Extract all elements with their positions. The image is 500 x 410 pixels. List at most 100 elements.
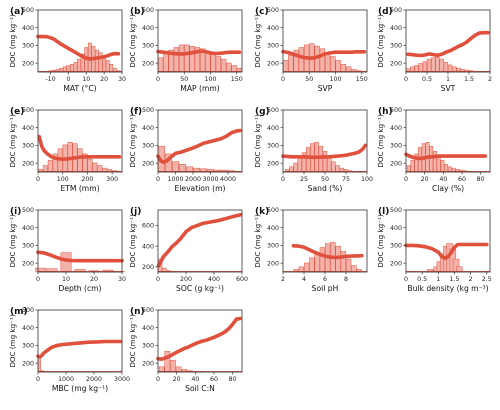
y-tick-label: 300 bbox=[267, 143, 279, 150]
y-tick-label: 200 bbox=[22, 60, 34, 67]
pdp-line bbox=[281, 143, 368, 160]
y-tick-label: 300 bbox=[142, 143, 154, 150]
hist-bar bbox=[37, 357, 41, 373]
pdp-line bbox=[37, 134, 122, 161]
x-tick-label: 400 bbox=[208, 276, 220, 283]
x-tick-label: 2000 bbox=[185, 176, 201, 183]
x-tick-label: 20 bbox=[90, 276, 98, 283]
hist-bar bbox=[418, 63, 423, 73]
hist-bar bbox=[324, 52, 331, 73]
x-axis-label: Elevation (m) bbox=[174, 184, 225, 193]
hist-bar bbox=[70, 64, 74, 73]
axes-frame bbox=[37, 309, 123, 373]
x-tick-label: 100 bbox=[329, 76, 341, 83]
y-tick-label: 500 bbox=[22, 207, 34, 214]
y-axis-label: DOC (mg kg⁻¹) bbox=[376, 114, 385, 168]
hist-bar bbox=[345, 258, 352, 273]
panel-a: -10 0 10 20 30 200 300 400 500(a) MAT (°C) DOC (mg… bbox=[8, 7, 126, 93]
x-tick-label: 20 bbox=[421, 176, 429, 183]
axes-frame bbox=[157, 9, 243, 73]
y-tick-label: 500 bbox=[142, 307, 154, 314]
axes-frame bbox=[282, 9, 368, 73]
x-axis-label: MAT (°C) bbox=[63, 84, 96, 93]
pdp-line bbox=[291, 244, 364, 260]
y-tick-label: 200 bbox=[22, 160, 34, 167]
x-tick-label: 8 bbox=[344, 276, 348, 283]
hist-bar bbox=[432, 151, 437, 173]
pdp-line bbox=[404, 152, 488, 161]
pdp-line bbox=[406, 30, 490, 58]
pdp-line bbox=[156, 316, 242, 361]
y-tick-label: 200 bbox=[390, 260, 402, 267]
x-tick-label: 75 bbox=[342, 176, 350, 183]
x-tick-label: 50 bbox=[305, 76, 313, 83]
x-tick-label: 20 bbox=[100, 76, 108, 83]
y-tick-label: 400 bbox=[142, 125, 154, 132]
x-tick-label: 0 bbox=[156, 76, 160, 83]
x-tick-label: 0.5 bbox=[422, 76, 432, 83]
y-tick-label: 500 bbox=[22, 107, 34, 114]
axes-frame bbox=[405, 209, 491, 273]
panel-i: 0 10 20 30 200 300 400 500(i) Depth (cm) DOC (mg … bbox=[8, 207, 126, 293]
panel-m: 0 1000 2000 3000 200 300 400 500(m) MBC (mg kg⁻¹… bbox=[8, 307, 130, 393]
y-tick-label: 400 bbox=[267, 225, 279, 232]
x-axis-label: SVT bbox=[441, 84, 456, 93]
hist-bar bbox=[298, 47, 305, 73]
axes-frame bbox=[157, 309, 243, 373]
hist-bar bbox=[319, 247, 326, 273]
y-tick-label: 300 bbox=[22, 343, 34, 350]
x-tick-label: 0 bbox=[156, 376, 160, 383]
hist-bar bbox=[95, 49, 99, 73]
axes-frame bbox=[37, 209, 123, 273]
x-tick-label: 300 bbox=[106, 176, 118, 183]
pdp-line bbox=[404, 242, 489, 260]
y-axis-label: DOC (mg kg⁻¹) bbox=[128, 214, 137, 268]
x-axis-label: MBC (mg kg⁻¹) bbox=[52, 384, 108, 393]
hist-bar bbox=[173, 47, 180, 73]
x-tick-label: 200 bbox=[81, 176, 93, 183]
hist-bar bbox=[184, 44, 190, 73]
panel-label: (j) bbox=[130, 207, 141, 217]
hist-bar bbox=[178, 44, 185, 73]
hist-bar bbox=[92, 162, 98, 173]
y-tick-label: 500 bbox=[22, 7, 34, 14]
y-tick-label: 200 bbox=[142, 360, 154, 367]
axes-frame bbox=[405, 109, 491, 173]
y-tick-label: 400 bbox=[267, 125, 279, 132]
y-tick-label: 300 bbox=[142, 43, 154, 50]
y-axis-label: DOC (mg kg⁻¹) bbox=[128, 114, 137, 168]
axes-frame bbox=[37, 9, 123, 73]
x-tick-label: 30 bbox=[118, 76, 126, 83]
x-tick-label: 60 bbox=[458, 176, 466, 183]
hist-bar bbox=[440, 160, 445, 173]
x-tick-label: 80 bbox=[477, 176, 485, 183]
y-axis-label: DOC (mg kg⁻¹) bbox=[253, 114, 262, 168]
panel-n: 0 20 40 60 80 200 300 400 500(n) Soil C:N DOC (mg … bbox=[128, 307, 243, 393]
y-tick-label: 400 bbox=[142, 243, 154, 250]
hist-bar bbox=[410, 160, 415, 173]
y-tick-label: 200 bbox=[267, 160, 279, 167]
x-tick-label: 40 bbox=[439, 176, 447, 183]
panel-label: (k) bbox=[255, 207, 269, 217]
x-tick-label: 100 bbox=[204, 76, 216, 83]
x-axis-label: Depth (cm) bbox=[58, 284, 101, 293]
hist-bar bbox=[429, 145, 434, 173]
x-tick-label: 30 bbox=[118, 276, 126, 283]
x-tick-label: 150 bbox=[231, 76, 243, 83]
panel-label: (g) bbox=[255, 107, 270, 117]
panel-f: 0 1000 2000 3000 4000 200 300 400 500(f) Elevatio… bbox=[128, 107, 243, 193]
x-tick-label: 20 bbox=[173, 376, 181, 383]
hist-bar bbox=[288, 54, 294, 73]
x-tick-label: 2000 bbox=[86, 376, 102, 383]
y-tick-label: 200 bbox=[390, 160, 402, 167]
y-tick-label: 200 bbox=[22, 260, 34, 267]
hist-bar bbox=[422, 61, 428, 73]
x-tick-label: 60 bbox=[210, 376, 218, 383]
x-tick-label: 10 bbox=[82, 76, 90, 83]
x-axis-label: Clay (%) bbox=[432, 184, 464, 193]
panel-label: (a) bbox=[10, 7, 24, 17]
hist-bar bbox=[318, 145, 323, 173]
x-axis-label: MAP (mm) bbox=[180, 84, 219, 93]
x-tick-label: 80 bbox=[229, 376, 237, 383]
